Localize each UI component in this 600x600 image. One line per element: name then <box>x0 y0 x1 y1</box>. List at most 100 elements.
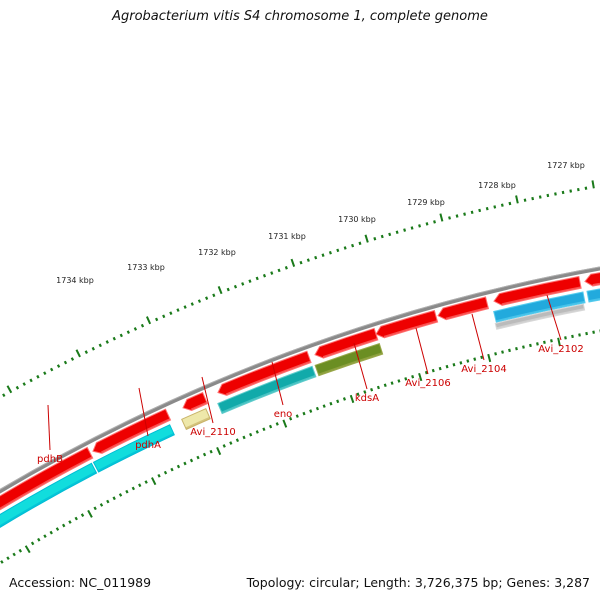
minor-tick <box>202 452 207 457</box>
kbp-label-1734: 1734 kbp <box>56 276 94 285</box>
minor-tick <box>554 192 557 196</box>
minor-tick <box>466 359 470 363</box>
gene-label-pdhB[interactable]: pdhB <box>37 454 63 465</box>
minor-tick <box>584 186 588 190</box>
gene-label-Avi_2104[interactable]: Avi_2104 <box>461 364 506 375</box>
gene-arrow-pdhB-shade <box>0 456 93 510</box>
minor-tick <box>485 206 489 211</box>
minor-tick <box>329 401 333 406</box>
minor-tick <box>561 190 565 195</box>
minor-tick <box>411 374 415 379</box>
minor-tick <box>404 377 408 381</box>
minor-tick <box>571 334 574 339</box>
minor-tick <box>155 317 159 322</box>
kbp-label-1730: 1730 kbp <box>338 215 376 224</box>
gene-arrow-next[interactable] <box>584 269 600 287</box>
gene-label-Avi_2106[interactable]: Avi_2106 <box>405 378 450 389</box>
minor-tick <box>564 336 567 340</box>
gene-arrow-Avi_2104[interactable] <box>437 296 490 321</box>
minor-tick <box>144 480 148 484</box>
map-title: Agrobacterium vitis S4 chromosome 1, com… <box>112 9 488 24</box>
backbone-highlight <box>0 266 600 491</box>
minor-tick <box>62 523 66 528</box>
band-Avi_2102-shade <box>495 300 586 323</box>
minor-tick <box>126 330 130 334</box>
minor-tick <box>6 556 10 561</box>
minor-tick <box>302 411 306 416</box>
major-tick <box>216 446 222 456</box>
minor-tick <box>576 187 580 192</box>
minor-tick <box>351 243 355 248</box>
major-tick <box>290 258 296 267</box>
minor-tick <box>383 383 387 388</box>
minor-tick <box>70 357 75 361</box>
minor-tick <box>112 496 116 501</box>
major-tick <box>364 234 369 243</box>
major-tick <box>557 337 561 346</box>
minor-tick <box>508 348 511 353</box>
gene-arrow-next-shade <box>592 282 600 287</box>
minor-tick <box>295 414 299 418</box>
minor-tick <box>494 352 498 356</box>
minor-tick <box>508 201 512 206</box>
minor-tick <box>93 506 97 511</box>
minor-tick <box>433 220 436 224</box>
minor-tick <box>15 385 20 390</box>
minor-tick <box>229 441 233 445</box>
minor-tick <box>578 333 581 337</box>
minor-tick <box>2 393 6 398</box>
gene-arrow-Avi_2106[interactable] <box>375 309 439 339</box>
minor-tick <box>205 296 209 300</box>
minor-tick <box>30 541 35 546</box>
minor-tick <box>493 205 497 209</box>
gene-label-eno[interactable]: eno <box>274 409 293 420</box>
minor-tick <box>370 387 374 392</box>
minor-tick <box>189 458 194 463</box>
label-pdhA-leader <box>138 387 149 437</box>
gene-features <box>0 269 600 529</box>
minor-tick <box>445 364 449 369</box>
minor-tick <box>91 346 95 351</box>
gene-arrow-Avi_2102[interactable] <box>493 275 582 306</box>
topology-text: Topology: circular; Length: 3,726,375 bp… <box>246 575 590 590</box>
gene-arrow-pdhA[interactable] <box>92 408 172 454</box>
minor-tick <box>395 230 399 234</box>
minor-tick <box>212 293 216 298</box>
minor-tick <box>403 228 407 232</box>
minor-tick <box>452 363 456 367</box>
minor-tick <box>68 520 72 524</box>
minor-tick <box>56 364 61 368</box>
minor-tick <box>397 379 401 383</box>
minor-tick <box>74 516 78 521</box>
minor-tick <box>275 422 279 426</box>
minor-tick <box>336 399 340 404</box>
minor-tick <box>459 361 463 365</box>
minor-tick <box>140 323 145 328</box>
gene-label-pdhA[interactable]: pdhA <box>135 440 161 451</box>
minor-tick <box>99 503 104 507</box>
minor-tick <box>170 467 174 472</box>
gene-arrow-eno-shade <box>225 360 312 396</box>
gene-label-kdsA[interactable]: kdsA <box>355 393 379 404</box>
major-tick <box>24 545 31 554</box>
accession-text: Accession: NC_011989 <box>9 575 152 590</box>
minor-tick <box>592 330 595 334</box>
minor-tick <box>242 435 246 440</box>
minor-tick <box>373 237 377 241</box>
band-Avi_2102-gray-shade <box>496 308 585 330</box>
minor-tick <box>22 382 26 386</box>
major-tick <box>349 394 355 404</box>
minor-tick <box>380 234 384 239</box>
gene-arrow-eno[interactable] <box>217 350 312 396</box>
gene-label-Avi_2110[interactable]: Avi_2110 <box>190 427 235 438</box>
minor-tick <box>322 404 326 408</box>
gene-arrow-Avi_2110-shade <box>190 401 208 411</box>
gene-label-Avi_2102[interactable]: Avi_2102 <box>538 344 583 355</box>
minor-tick <box>363 390 367 394</box>
minor-tick <box>531 196 535 201</box>
gene-arrow-kdsA-shade <box>322 337 378 359</box>
major-tick <box>145 316 152 325</box>
kbp-label-1733: 1733 kbp <box>127 263 165 272</box>
minor-tick <box>105 340 109 344</box>
minor-tick <box>546 193 550 198</box>
